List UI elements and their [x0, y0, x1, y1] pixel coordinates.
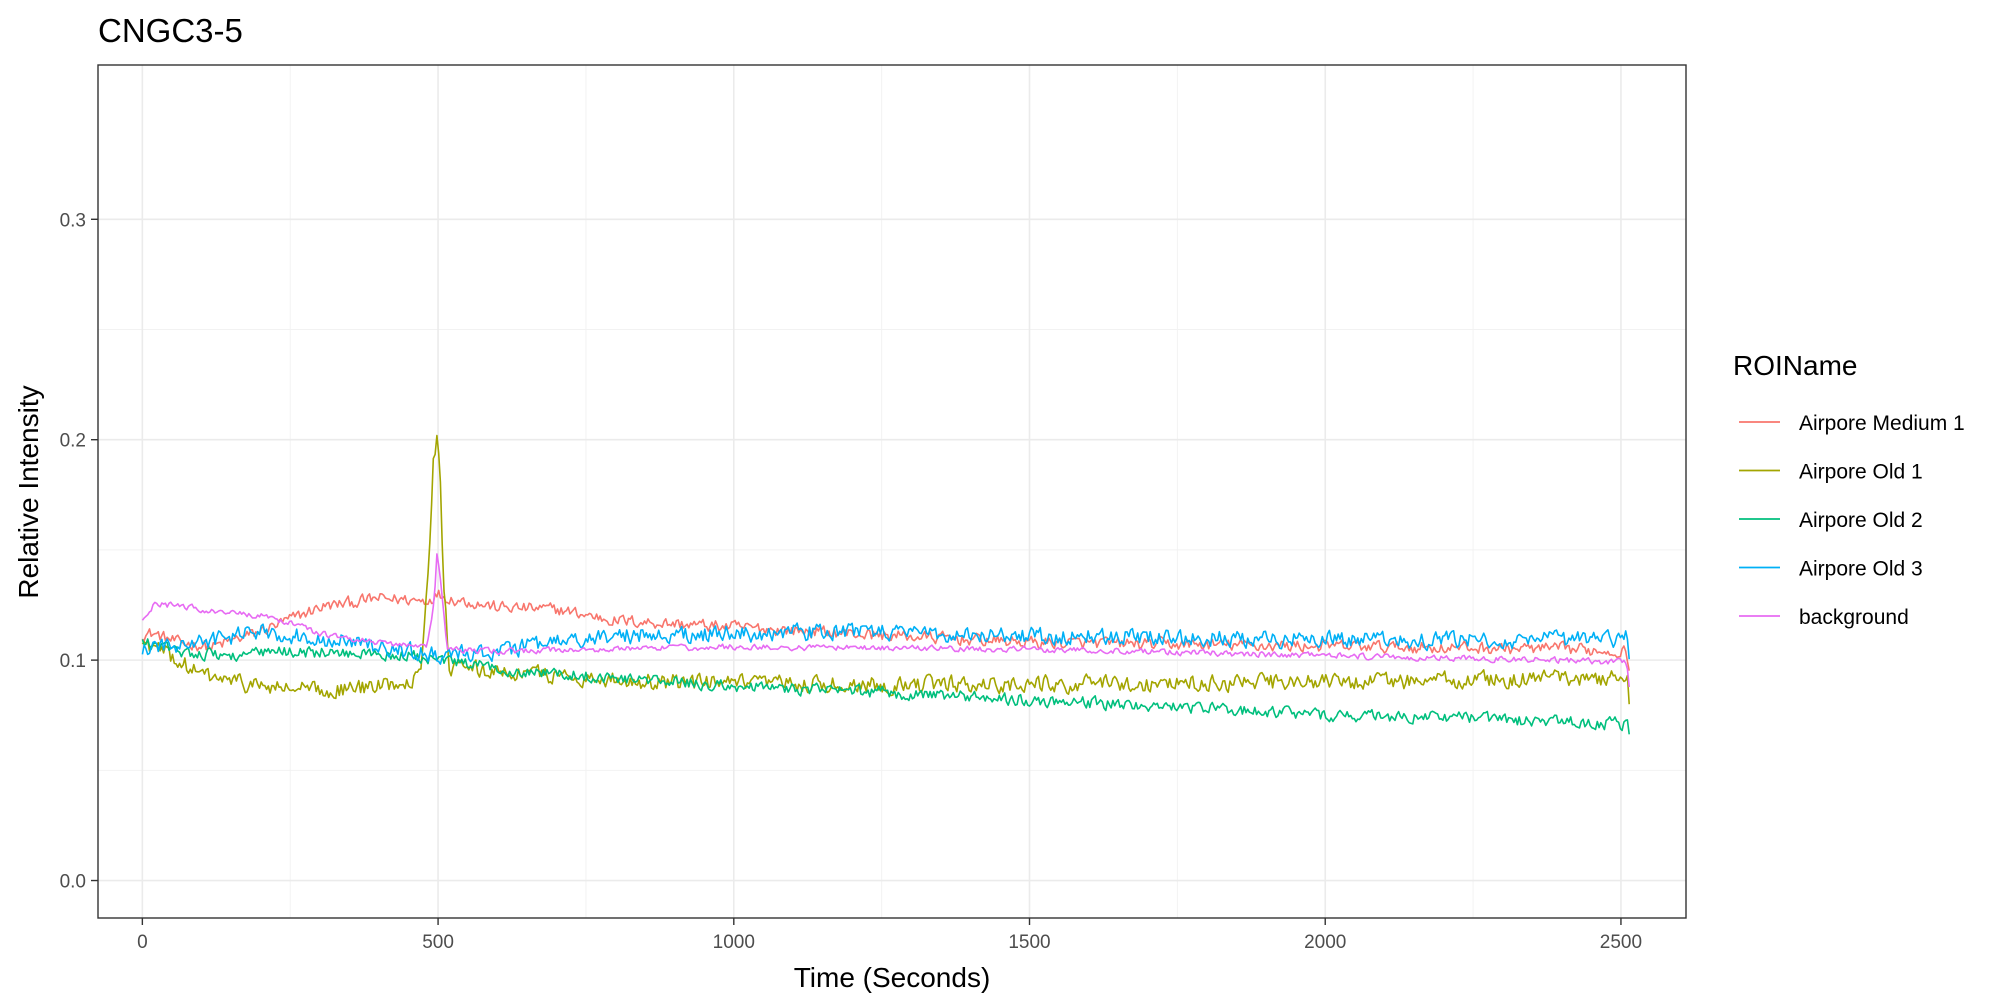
legend-label: Airpore Old 3 [1799, 558, 1923, 581]
legend-label: Airpore Medium 1 [1799, 412, 1965, 435]
plot-panel [98, 65, 1686, 918]
series-line [141, 589, 1630, 671]
legend-label: Airpore Old 2 [1799, 509, 1923, 532]
x-axis: 0 500 1000 1500 2000 2500 [137, 918, 1642, 953]
x-tick-label: 2000 [1304, 932, 1346, 953]
x-tick-label: 0 [137, 932, 148, 953]
y-axis: 0.0 0.1 0.2 0.3 [60, 210, 98, 893]
x-tick-label: 500 [422, 932, 454, 953]
y-tick-label: 0.1 [60, 651, 86, 672]
x-tick-label: 2500 [1600, 932, 1642, 953]
y-tick-label: 0.0 [60, 872, 86, 893]
x-tick-label: 1500 [1008, 932, 1050, 953]
x-tick-label: 1000 [713, 932, 755, 953]
legend-title: ROIName [1733, 350, 1857, 381]
legend-label: Airpore Old 1 [1799, 461, 1923, 484]
plot-border [97, 64, 1687, 919]
series-line [141, 553, 1630, 688]
y-tick-label: 0.2 [60, 431, 86, 452]
series-line [141, 638, 1630, 735]
chart-title: CNGC3-5 [98, 12, 243, 49]
series-lines [141, 434, 1630, 735]
grid [98, 65, 1686, 918]
legend-items: Airpore Medium 1 Airpore Old 1 Airpore Old… [1739, 412, 1965, 629]
series-line [141, 622, 1630, 665]
y-axis-title: Relative Intensity [13, 385, 44, 598]
y-tick-label: 0.3 [60, 210, 86, 231]
legend-label: background [1799, 606, 1909, 629]
x-axis-title: Time (Seconds) [794, 962, 991, 993]
